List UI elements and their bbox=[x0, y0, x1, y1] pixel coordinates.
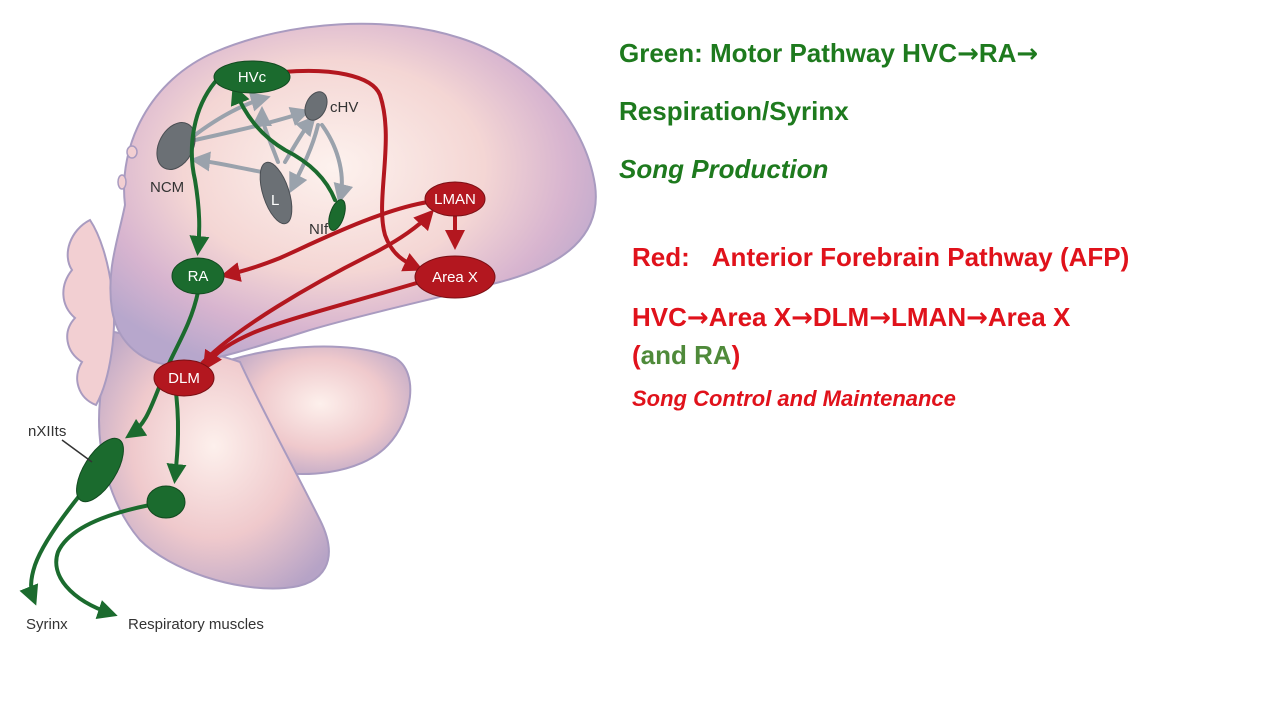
l-node bbox=[259, 161, 293, 225]
arrow-icon: → bbox=[869, 303, 892, 333]
respiratory-muscles-label: Respiratory muscles bbox=[128, 616, 264, 633]
syrinx-label: Syrinx bbox=[26, 616, 68, 633]
seq-hvc: HVC bbox=[632, 302, 687, 332]
red-legend-prefix: Red: bbox=[632, 242, 690, 272]
red-arrow-lman-to-ra bbox=[220, 200, 430, 282]
arrow-icon: → bbox=[686, 303, 709, 333]
arrow-icon: → bbox=[1016, 39, 1039, 69]
ventral-folds bbox=[62, 218, 115, 407]
gray-arrow-chv-to-l bbox=[289, 123, 320, 194]
gray-arrow-ncm-to-hvc bbox=[193, 92, 271, 137]
motor-nuclei: HVc NIf RA nXIIts bbox=[28, 60, 346, 519]
red-arrow-areax-to-dlm bbox=[202, 280, 422, 372]
dlm-node bbox=[153, 359, 215, 397]
small-bump-1 bbox=[126, 145, 138, 159]
respiratory-nucleus-node bbox=[146, 485, 186, 519]
l-label: L bbox=[271, 192, 279, 209]
green-legend-line3: Song Production bbox=[619, 154, 829, 184]
nif-node bbox=[328, 199, 346, 231]
paren-close: ) bbox=[731, 340, 741, 370]
seq-lman: LMAN bbox=[891, 302, 967, 332]
chv-node bbox=[304, 91, 328, 121]
hvc-label: HVc bbox=[238, 69, 267, 86]
gray-arrow-l-to-ncm bbox=[190, 151, 264, 174]
areax-label: Area X bbox=[432, 269, 478, 286]
seq-areax-1: Area X bbox=[708, 302, 792, 332]
nxiits-leader-line bbox=[61, 439, 93, 463]
arrow-icon: → bbox=[957, 39, 979, 69]
ra-node bbox=[171, 257, 225, 295]
dlm-label: DLM bbox=[168, 370, 200, 387]
songbird-brain-diagram: NCM cHV L HVc NIf RA nXIIts LMAN bbox=[19, 22, 597, 633]
green-legend-ra: RA bbox=[978, 38, 1017, 68]
red-legend-line1: Red: Anterior Forebrain Pathway (AFP) bbox=[632, 242, 1129, 273]
chv-label: cHV bbox=[330, 99, 358, 116]
and-ra-text: and RA bbox=[640, 340, 732, 370]
red-legend-line4: Song Control and Maintenance bbox=[632, 386, 956, 411]
red-legend-title: Anterior Forebrain Pathway (AFP) bbox=[711, 242, 1130, 272]
seq-areax-2: Area X bbox=[987, 302, 1071, 332]
red-arrow-hvc-to-areax bbox=[282, 68, 424, 272]
ra-label: RA bbox=[188, 268, 209, 285]
hvc-node bbox=[213, 60, 291, 94]
green-legend-line2: Respiration/Syrinx bbox=[619, 96, 849, 126]
green-arrow-nif-to-hvc bbox=[230, 84, 337, 202]
afp-pathway bbox=[196, 68, 465, 372]
arrow-icon: → bbox=[791, 303, 813, 333]
gray-arrow-chv-to-nif bbox=[320, 123, 354, 204]
small-bump-2 bbox=[117, 174, 127, 190]
nxiits-node bbox=[76, 437, 124, 503]
nxiits-label: nXIIts bbox=[28, 423, 66, 440]
gray-arrow-l-to-hvc bbox=[252, 106, 280, 164]
auditory-nuclei: NCM cHV L bbox=[150, 91, 358, 225]
areax-node bbox=[414, 255, 496, 299]
nif-label: NIf bbox=[309, 221, 329, 238]
green-legend-title: Green: Motor Pathway HVC bbox=[619, 38, 958, 68]
red-legend-and-ra: (and RA) bbox=[632, 340, 740, 371]
green-arrow-hvc-to-ra bbox=[189, 80, 217, 256]
ncm-label: NCM bbox=[150, 179, 184, 196]
lman-node bbox=[424, 181, 486, 217]
lman-label: LMAN bbox=[434, 191, 476, 208]
green-legend-line1: Green: Motor Pathway HVC→RA→ bbox=[619, 38, 1038, 69]
seq-dlm: DLM bbox=[812, 302, 870, 332]
paren-open: ( bbox=[632, 340, 641, 370]
green-arrow-nxiits-to-syrinx bbox=[19, 493, 82, 606]
arrow-icon: → bbox=[966, 303, 988, 333]
red-arrow-dlm-to-lman bbox=[196, 209, 435, 370]
motor-pathway bbox=[19, 80, 337, 620]
auditory-connections bbox=[190, 92, 354, 204]
green-arrow-respiratory-to-muscles bbox=[54, 503, 152, 620]
red-legend-sequence: HVC→Area X→DLM→LMAN→Area X bbox=[632, 302, 1070, 333]
afp-nuclei: LMAN Area X DLM bbox=[153, 181, 496, 397]
